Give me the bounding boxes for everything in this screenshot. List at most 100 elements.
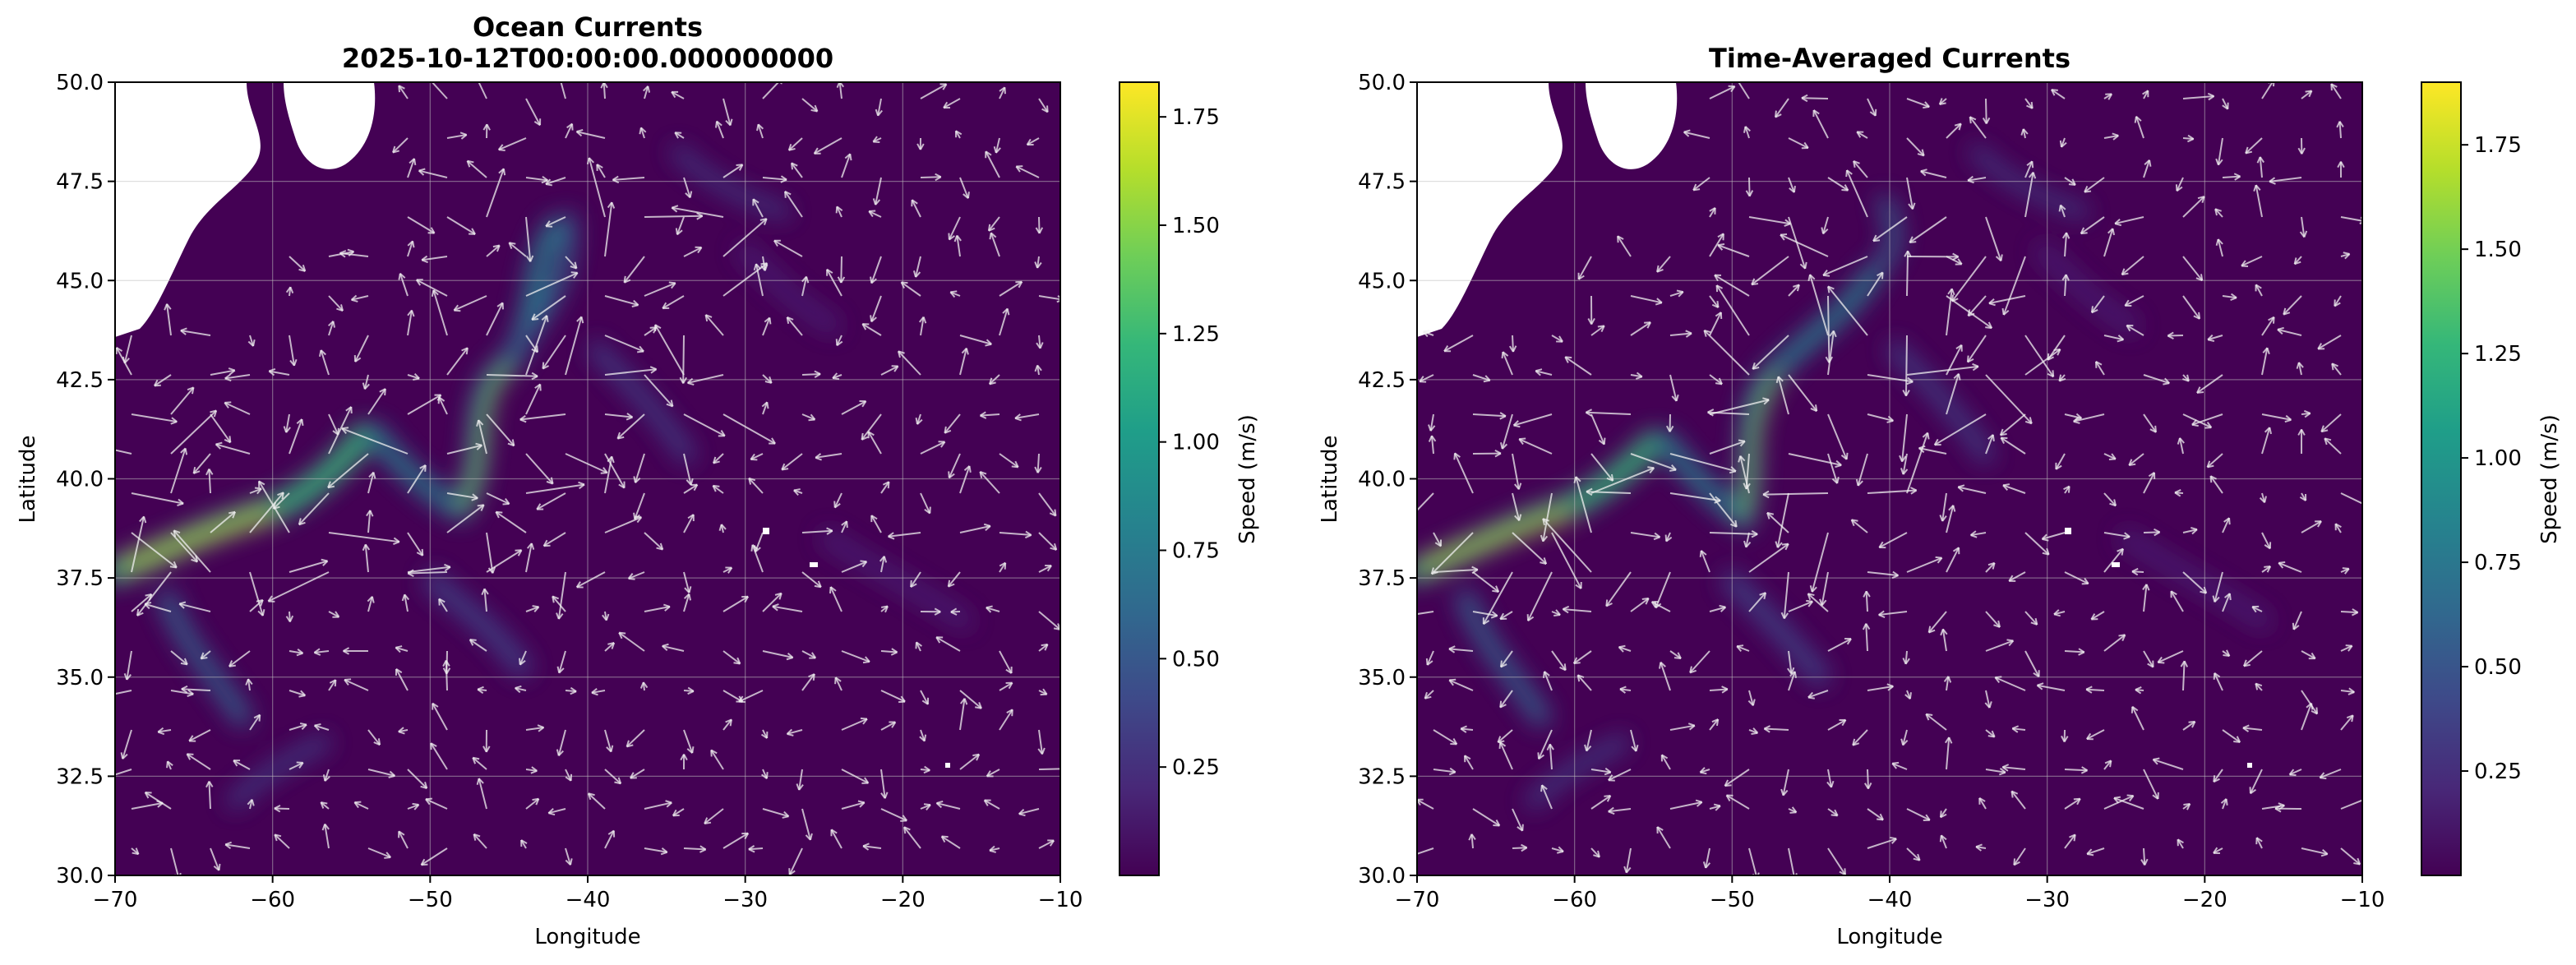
quiver-arrow-head xyxy=(1002,307,1010,316)
quiver-arrow-head xyxy=(911,199,918,207)
quiver-arrow-head xyxy=(268,368,276,376)
quiver-arrow-head xyxy=(715,120,722,128)
quiver-arrow xyxy=(328,679,337,691)
quiver-arrow xyxy=(1985,769,2006,773)
quiver-arrow-head xyxy=(2269,177,2276,185)
y-tick-label: 50.0 xyxy=(56,71,104,95)
quiver-arrow-head xyxy=(1967,309,1975,317)
quiver-arrow xyxy=(416,279,448,297)
quiver-arrow-head xyxy=(1015,165,1023,173)
quiver-arrow-head xyxy=(680,754,688,761)
quiver-arrow xyxy=(515,687,527,691)
quiver-arrow xyxy=(788,137,803,151)
quiver-arrow xyxy=(861,323,882,336)
quiver-arrow xyxy=(999,532,1032,536)
quiver-arrow-head xyxy=(663,603,671,612)
quiver-arrow-head xyxy=(565,858,573,866)
quiver-arrow-head xyxy=(712,484,720,492)
quiver-arrow-head xyxy=(224,841,233,850)
quiver-arrow xyxy=(2334,523,2342,533)
quiver-arrow xyxy=(984,799,1000,810)
quiver-arrow-head xyxy=(1955,258,1963,265)
quiver-arrow xyxy=(986,769,1000,778)
quiver-arrow-head xyxy=(629,772,637,779)
x-tick-label: −10 xyxy=(1038,888,1083,912)
quiver-arrow-head xyxy=(1041,643,1049,651)
quiver-arrow-head xyxy=(1869,109,1877,117)
quiver-arrow xyxy=(841,769,869,784)
quiver-arrow-head xyxy=(2245,146,2253,155)
quiver-arrow-head xyxy=(1585,409,1593,417)
quiver-arrow xyxy=(170,690,194,695)
quiver-arrow xyxy=(1985,690,1991,709)
quiver-arrow xyxy=(1692,177,1710,192)
quiver-arrow xyxy=(1736,645,1750,652)
quiver-arrow xyxy=(1946,344,1963,376)
quiver-arrow-head xyxy=(1821,227,1829,235)
quiver-arrow-head xyxy=(2090,613,2098,621)
quiver-arrow-head xyxy=(285,286,294,293)
quiver-arrow-head xyxy=(1878,610,1886,618)
quiver-arrow xyxy=(289,418,303,455)
quiver-arrow xyxy=(289,690,306,697)
quiver-arrow-head xyxy=(2086,732,2094,741)
quiver-arrow-head xyxy=(626,740,634,748)
quiver-arrow xyxy=(2340,690,2355,694)
quiver-arrow xyxy=(2255,184,2263,218)
quiver-arrow xyxy=(672,206,724,218)
quiver-arrow xyxy=(2064,571,2089,584)
quiver-arrow-head xyxy=(837,276,846,284)
quiver-arrow xyxy=(1904,650,1908,664)
colorbar-tick-label: 1.50 xyxy=(1172,214,1220,238)
quiver-arrow-head xyxy=(267,595,275,603)
quiver-arrow-head xyxy=(2140,858,2149,866)
quiver-arrow xyxy=(762,592,782,612)
quiver-arrow-head xyxy=(1575,582,1582,589)
quiver-arrow-head xyxy=(712,456,720,464)
quiver-arrow-head xyxy=(392,145,399,154)
quiver-arrow-head xyxy=(327,321,335,328)
quiver-arrow-head xyxy=(415,279,423,286)
quiver-arrow-head xyxy=(1617,235,1624,243)
quiver-arrow-head xyxy=(1725,794,1733,801)
quiver-arrow xyxy=(1807,690,1829,699)
quiver-arrow xyxy=(1985,216,2002,261)
quiver-arrow-head xyxy=(362,382,370,390)
quiver-arrow xyxy=(1748,592,1766,612)
quiver-arrow-head xyxy=(1553,609,1561,616)
quiver-arrow xyxy=(289,256,306,272)
quiver-arrow-head xyxy=(542,539,551,547)
quiver-arrow-head xyxy=(963,192,970,199)
quiver-arrow xyxy=(131,516,145,573)
quiver-arrow-head xyxy=(921,697,930,705)
quiver-arrow xyxy=(258,480,290,533)
quiver-arrow-head xyxy=(725,718,732,727)
quiver-arrow xyxy=(1906,98,1930,108)
quiver-arrow xyxy=(233,760,251,770)
quiver-arrow xyxy=(2207,335,2223,341)
quiver-arrow xyxy=(2320,769,2342,779)
quiver-arrow-head xyxy=(2107,228,2115,236)
quiver-arrow xyxy=(644,374,674,408)
quiver-arrow xyxy=(2002,484,2026,494)
colorbar-tick-label: 0.75 xyxy=(2474,551,2522,575)
quiver-arrow xyxy=(704,808,724,824)
quiver-arrow-head xyxy=(631,299,639,307)
y-tick-label: 37.5 xyxy=(1358,566,1406,591)
quiver-arrow xyxy=(2241,256,2263,267)
quiver-arrow-head xyxy=(1972,362,1979,372)
quiver-arrow-head xyxy=(793,488,801,496)
quiver-arrow xyxy=(2095,361,2105,376)
quiver-arrow xyxy=(273,492,290,510)
quiver-arrow xyxy=(2114,216,2144,225)
quiver-arrow xyxy=(1867,769,1869,789)
quiver-arrow-head xyxy=(2061,274,2070,281)
quiver-arrow-head xyxy=(1993,620,2001,628)
quiver-arrow-head xyxy=(1729,519,1738,528)
colorbar: 0.250.500.751.001.251.501.75 Speed (m/s) xyxy=(1119,81,1260,876)
quiver-arrow-head xyxy=(801,275,810,284)
quiver-arrow xyxy=(880,556,885,573)
quiver-arrow xyxy=(798,769,803,791)
quiver-arrow-head xyxy=(1923,101,1930,109)
quiver-arrow xyxy=(2103,492,2117,506)
